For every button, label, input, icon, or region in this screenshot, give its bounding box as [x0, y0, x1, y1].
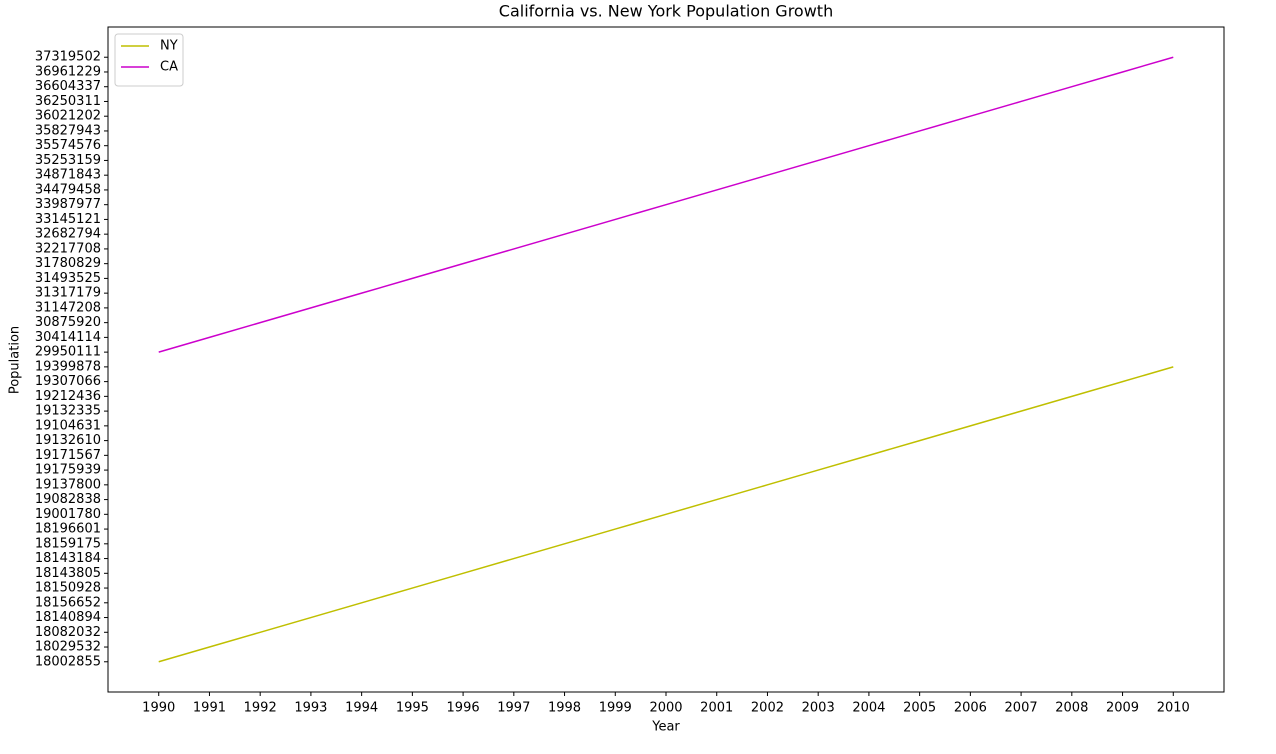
y-tick-label: 34479458 — [35, 182, 101, 197]
y-tick-label: 19104631 — [35, 418, 101, 433]
y-tick-label: 35574576 — [35, 138, 101, 153]
y-tick-label: 18159175 — [35, 536, 101, 551]
y-tick-label: 31317179 — [35, 286, 101, 301]
y-tick-label: 19212436 — [35, 389, 101, 404]
x-tick-label: 2008 — [1055, 701, 1088, 716]
x-tick-label: 2000 — [649, 701, 682, 716]
y-tick-label: 35827943 — [35, 123, 101, 138]
x-tick-label: 1999 — [599, 701, 632, 716]
y-tick-label: 19132335 — [35, 404, 101, 419]
y-tick-label: 32217708 — [35, 241, 101, 256]
y-tick-label: 19175939 — [35, 463, 101, 478]
y-tick-label: 19137800 — [35, 477, 101, 492]
x-tick-label: 1990 — [142, 701, 175, 716]
y-tick-label: 29950111 — [35, 345, 101, 360]
x-tick-label: 1998 — [548, 701, 581, 716]
y-tick-label: 36961229 — [35, 64, 101, 79]
y-tick-label: 18143805 — [35, 566, 101, 581]
x-tick-label: 1997 — [497, 701, 530, 716]
y-tick-label: 33145121 — [35, 212, 101, 227]
x-tick-label: 1995 — [396, 701, 429, 716]
x-tick-label: 2001 — [700, 701, 733, 716]
x-tick-label: 1994 — [345, 701, 378, 716]
y-tick-label: 18002855 — [35, 654, 101, 669]
legend-box — [114, 33, 184, 87]
y-tick-label: 30875920 — [35, 315, 101, 330]
y-tick-label: 31147208 — [35, 300, 101, 315]
y-tick-label: 35253159 — [35, 153, 101, 168]
y-tick-label: 36604337 — [35, 79, 101, 94]
x-tick-label: 2002 — [751, 701, 784, 716]
y-tick-label: 19082838 — [35, 492, 101, 507]
plot-frame — [107, 26, 1225, 693]
y-tick-label: 19307066 — [35, 374, 101, 389]
y-tick-label: 19171567 — [35, 448, 101, 463]
y-tick-label: 18196601 — [35, 522, 101, 537]
legend-label: CA — [160, 60, 178, 75]
y-tick-label: 19399878 — [35, 359, 101, 374]
x-tick-label: 2007 — [1005, 701, 1038, 716]
y-tick-label: 33987977 — [35, 197, 101, 212]
legend-label: NY — [160, 39, 178, 54]
x-tick-label: 2005 — [903, 701, 936, 716]
x-tick-label: 1992 — [244, 701, 277, 716]
x-tick-label: 1996 — [447, 701, 480, 716]
x-tick-label: 2009 — [1106, 701, 1139, 716]
x-tick-label: 2006 — [954, 701, 987, 716]
y-tick-label: 31493525 — [35, 271, 101, 286]
y-tick-label: 34871843 — [35, 168, 101, 183]
y-tick-label: 18140894 — [35, 610, 101, 625]
y-tick-label: 18082032 — [35, 625, 101, 640]
x-tick-label: 2003 — [802, 701, 835, 716]
y-tick-label: 37319502 — [35, 50, 101, 65]
y-tick-label: 31780829 — [35, 256, 101, 271]
x-tick-label: 1991 — [193, 701, 226, 716]
line — [158, 366, 1174, 663]
y-tick-label: 30414114 — [35, 330, 101, 345]
x-tick-label: 1993 — [294, 701, 327, 716]
y-tick-label: 19001780 — [35, 507, 101, 522]
y-tick-label: 18150928 — [35, 581, 101, 596]
chart-title: California vs. New York Population Growt… — [499, 2, 833, 21]
x-axis-label: Year — [651, 720, 680, 735]
y-tick-label: 18143184 — [35, 551, 101, 566]
y-tick-label: 18029532 — [35, 640, 101, 655]
y-tick-label: 36250311 — [35, 94, 101, 109]
x-tick-label: 2010 — [1157, 701, 1190, 716]
y-tick-label: 32682794 — [35, 227, 101, 242]
y-axis-label: Population — [8, 326, 23, 394]
x-tick-label: 2004 — [852, 701, 885, 716]
y-tick-label: 36021202 — [35, 109, 101, 124]
y-tick-label: 18156652 — [35, 595, 101, 610]
y-tick-label: 19132610 — [35, 433, 101, 448]
line — [158, 56, 1174, 353]
